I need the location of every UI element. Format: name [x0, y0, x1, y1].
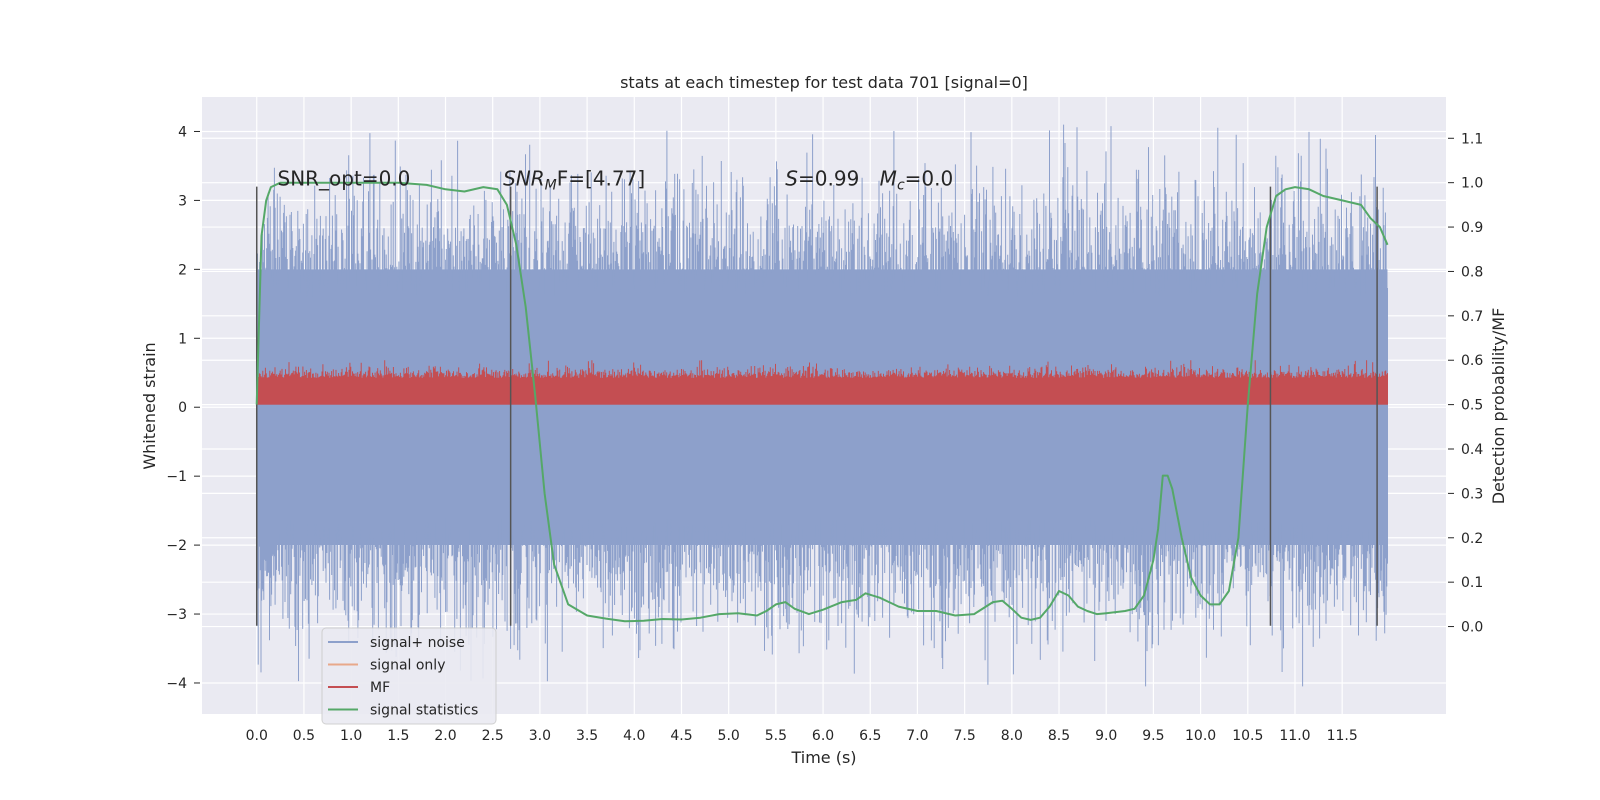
y2-tick-label: 1.0 — [1461, 176, 1483, 192]
x-tick-label: 5.0 — [718, 728, 740, 744]
x-ticks: 0.0 0.5 1.0 1.5 2.0 2.5 3.0 3.5 4.0 4.5 5.0 5.5 6.0 6… — [246, 728, 1358, 744]
x-tick-label: 11.5 — [1327, 728, 1358, 744]
legend-label: MF — [370, 680, 390, 696]
x-tick-label: 2.0 — [434, 728, 456, 744]
y-tick-label: 0 — [178, 400, 187, 416]
chart-title: stats at each timestep for test data 701… — [620, 73, 1028, 92]
y2-tick-label: 0.0 — [1461, 620, 1483, 636]
x-tick-label: 10.0 — [1185, 728, 1216, 744]
x-tick-label: 4.0 — [623, 728, 645, 744]
legend-label: signal only — [370, 658, 445, 674]
y-tick-label: −2 — [166, 538, 187, 554]
y2-tick-label: 0.4 — [1461, 442, 1483, 458]
x-tick-label: 8.0 — [1001, 728, 1023, 744]
y2-tick-label: 0.2 — [1461, 531, 1483, 547]
y2-tick-label: 1.1 — [1461, 131, 1483, 147]
annotation-text: SNRMF=[4.77] — [503, 166, 645, 193]
x-tick-label: 2.5 — [482, 728, 504, 744]
y2-tick-label: 0.7 — [1461, 309, 1483, 325]
x-tick-label: 1.0 — [340, 728, 362, 744]
x-tick-label: 1.5 — [387, 728, 409, 744]
x-tick-label: 7.0 — [906, 728, 928, 744]
x-tick-label: 11.0 — [1279, 728, 1310, 744]
legend-label: signal statistics — [370, 703, 478, 719]
y-tick-label: 2 — [178, 262, 187, 278]
y2-tick-label: 0.5 — [1461, 398, 1483, 414]
x-tick-label: 3.0 — [529, 728, 551, 744]
y2-tick-label: 0.6 — [1461, 353, 1483, 369]
y-tick-label: 3 — [178, 193, 187, 209]
y2-tick-label: 0.3 — [1461, 486, 1483, 502]
annotation-text: SNR_opt=0.0 — [278, 166, 411, 190]
statistics-line — [255, 181, 1389, 623]
x-tick-label: 9.0 — [1095, 728, 1117, 744]
x-tick-label: 0.5 — [293, 728, 315, 744]
vertical-markers — [255, 186, 1378, 626]
x-tick-label: 6.5 — [859, 728, 881, 744]
x-axis-label: Time (s) — [790, 748, 856, 767]
signal-statistics-series — [255, 181, 1389, 623]
y2-ticks: 0.0 0.1 0.2 0.3 0.4 0.5 0.6 0.7 0.8 0.9 1.0 1.1 — [1448, 131, 1483, 636]
legend-box — [321, 627, 497, 725]
x-tick-label: 10.5 — [1232, 728, 1263, 744]
y-tick-label: −4 — [166, 676, 187, 692]
y-tick-label: 1 — [178, 331, 187, 347]
y2-axis-label: Detection probability/MF — [1489, 308, 1508, 505]
y2-tick-label: 0.1 — [1461, 575, 1483, 591]
y-ticks: −4 −3 −2 −1 0 1 2 3 4 — [166, 124, 200, 692]
x-tick-label: 3.5 — [576, 728, 598, 744]
y-tick-label: −1 — [166, 469, 187, 485]
y2-tick-label: 0.9 — [1461, 220, 1483, 236]
legend: signal+ noise signal only MF signal statist… — [321, 627, 497, 725]
x-tick-label: 9.5 — [1142, 728, 1164, 744]
x-tick-label: 4.5 — [670, 728, 692, 744]
y2-tick-label: 0.8 — [1461, 264, 1483, 280]
annotation-text: S=0.99 — [785, 166, 859, 190]
x-tick-label: 7.5 — [954, 728, 976, 744]
x-tick-label: 0.0 — [246, 728, 268, 744]
x-tick-label: 5.5 — [765, 728, 787, 744]
x-tick-label: 8.5 — [1048, 728, 1070, 744]
y-tick-label: 4 — [178, 124, 187, 140]
annotations: SNR_opt=0.0 SNRMF=[4.77] S=0.99 Mc=0.0 — [278, 166, 954, 193]
mf-series — [256, 360, 1388, 405]
x-tick-label: 6.0 — [812, 728, 834, 744]
y-axis-label: Whitened strain — [140, 342, 159, 469]
signal-noise-series — [256, 124, 1388, 687]
y-tick-label: −3 — [166, 607, 187, 623]
annotation-text: Mc=0.0 — [880, 166, 954, 193]
legend-label: signal+ noise — [370, 635, 465, 651]
